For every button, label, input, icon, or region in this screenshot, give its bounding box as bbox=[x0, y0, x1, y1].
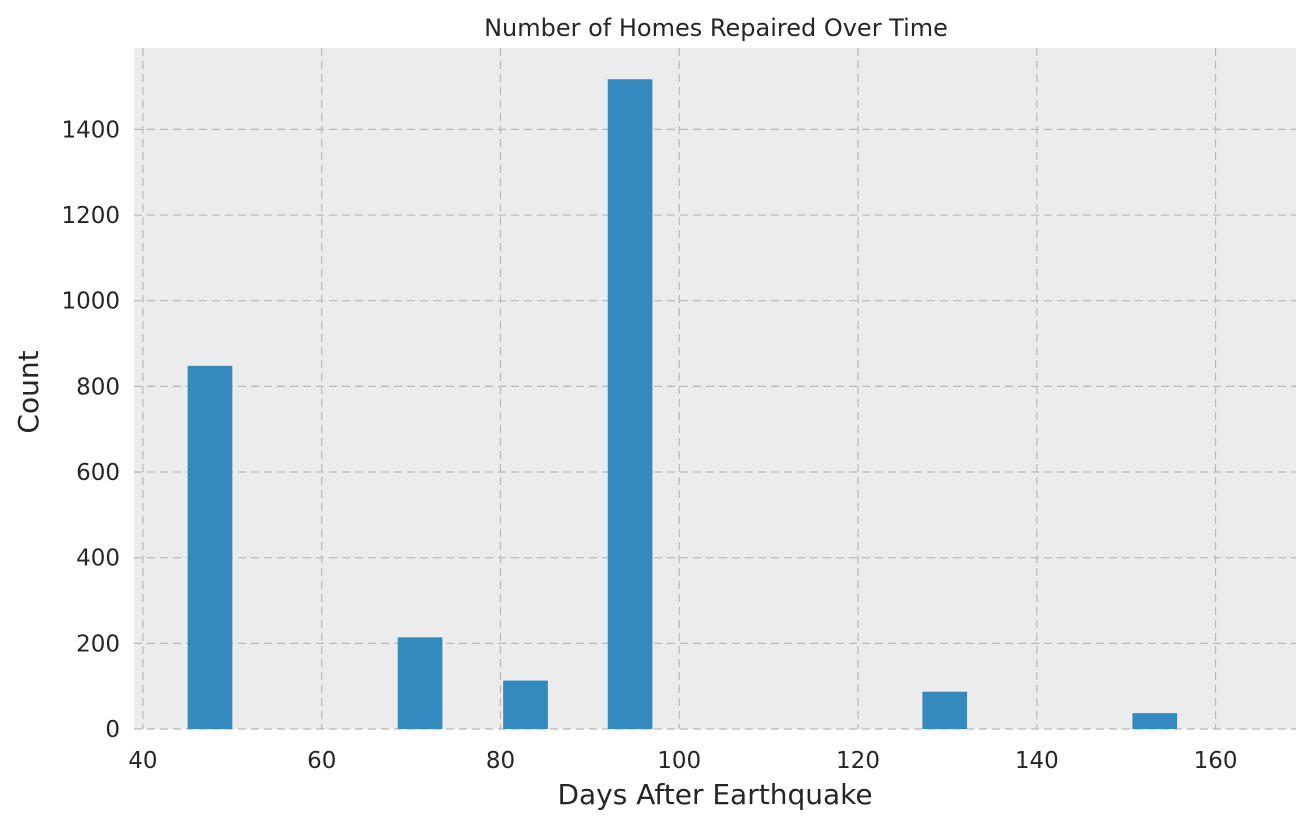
histogram-bar bbox=[922, 691, 968, 729]
y-tick-label: 0 bbox=[105, 717, 120, 743]
histogram-bar bbox=[503, 680, 548, 729]
y-tick-label: 1200 bbox=[61, 203, 120, 229]
y-tick-label: 200 bbox=[76, 631, 120, 657]
x-tick-label: 160 bbox=[1194, 748, 1238, 774]
y-tick-label: 1000 bbox=[61, 289, 120, 315]
x-axis-label: Days After Earthquake bbox=[557, 778, 872, 811]
plot-area bbox=[134, 48, 1296, 729]
y-axis-label: Count bbox=[12, 350, 45, 433]
histogram-bar bbox=[1132, 713, 1178, 729]
bars bbox=[187, 79, 1178, 729]
x-tick-label: 140 bbox=[1015, 748, 1059, 774]
y-axis-ticks: 0 200 400 600 800 1000 1200 1400 bbox=[61, 117, 120, 743]
histogram-bar bbox=[607, 79, 653, 729]
x-tick-label: 120 bbox=[836, 748, 880, 774]
chart-title: Number of Homes Repaired Over Time bbox=[484, 14, 948, 42]
x-tick-label: 100 bbox=[657, 748, 701, 774]
histogram-bar bbox=[187, 365, 233, 729]
grid-lines bbox=[134, 48, 1296, 730]
y-tick-label: 600 bbox=[76, 460, 120, 486]
x-axis-ticks: 40 60 80 100 120 140 160 bbox=[128, 748, 1237, 774]
y-tick-label: 400 bbox=[76, 546, 120, 572]
histogram-bar bbox=[397, 637, 443, 729]
x-tick-label: 80 bbox=[486, 748, 515, 774]
x-tick-label: 60 bbox=[307, 748, 336, 774]
y-tick-label: 1400 bbox=[61, 117, 120, 143]
y-tick-label: 800 bbox=[76, 374, 120, 400]
x-tick-label: 40 bbox=[128, 748, 157, 774]
